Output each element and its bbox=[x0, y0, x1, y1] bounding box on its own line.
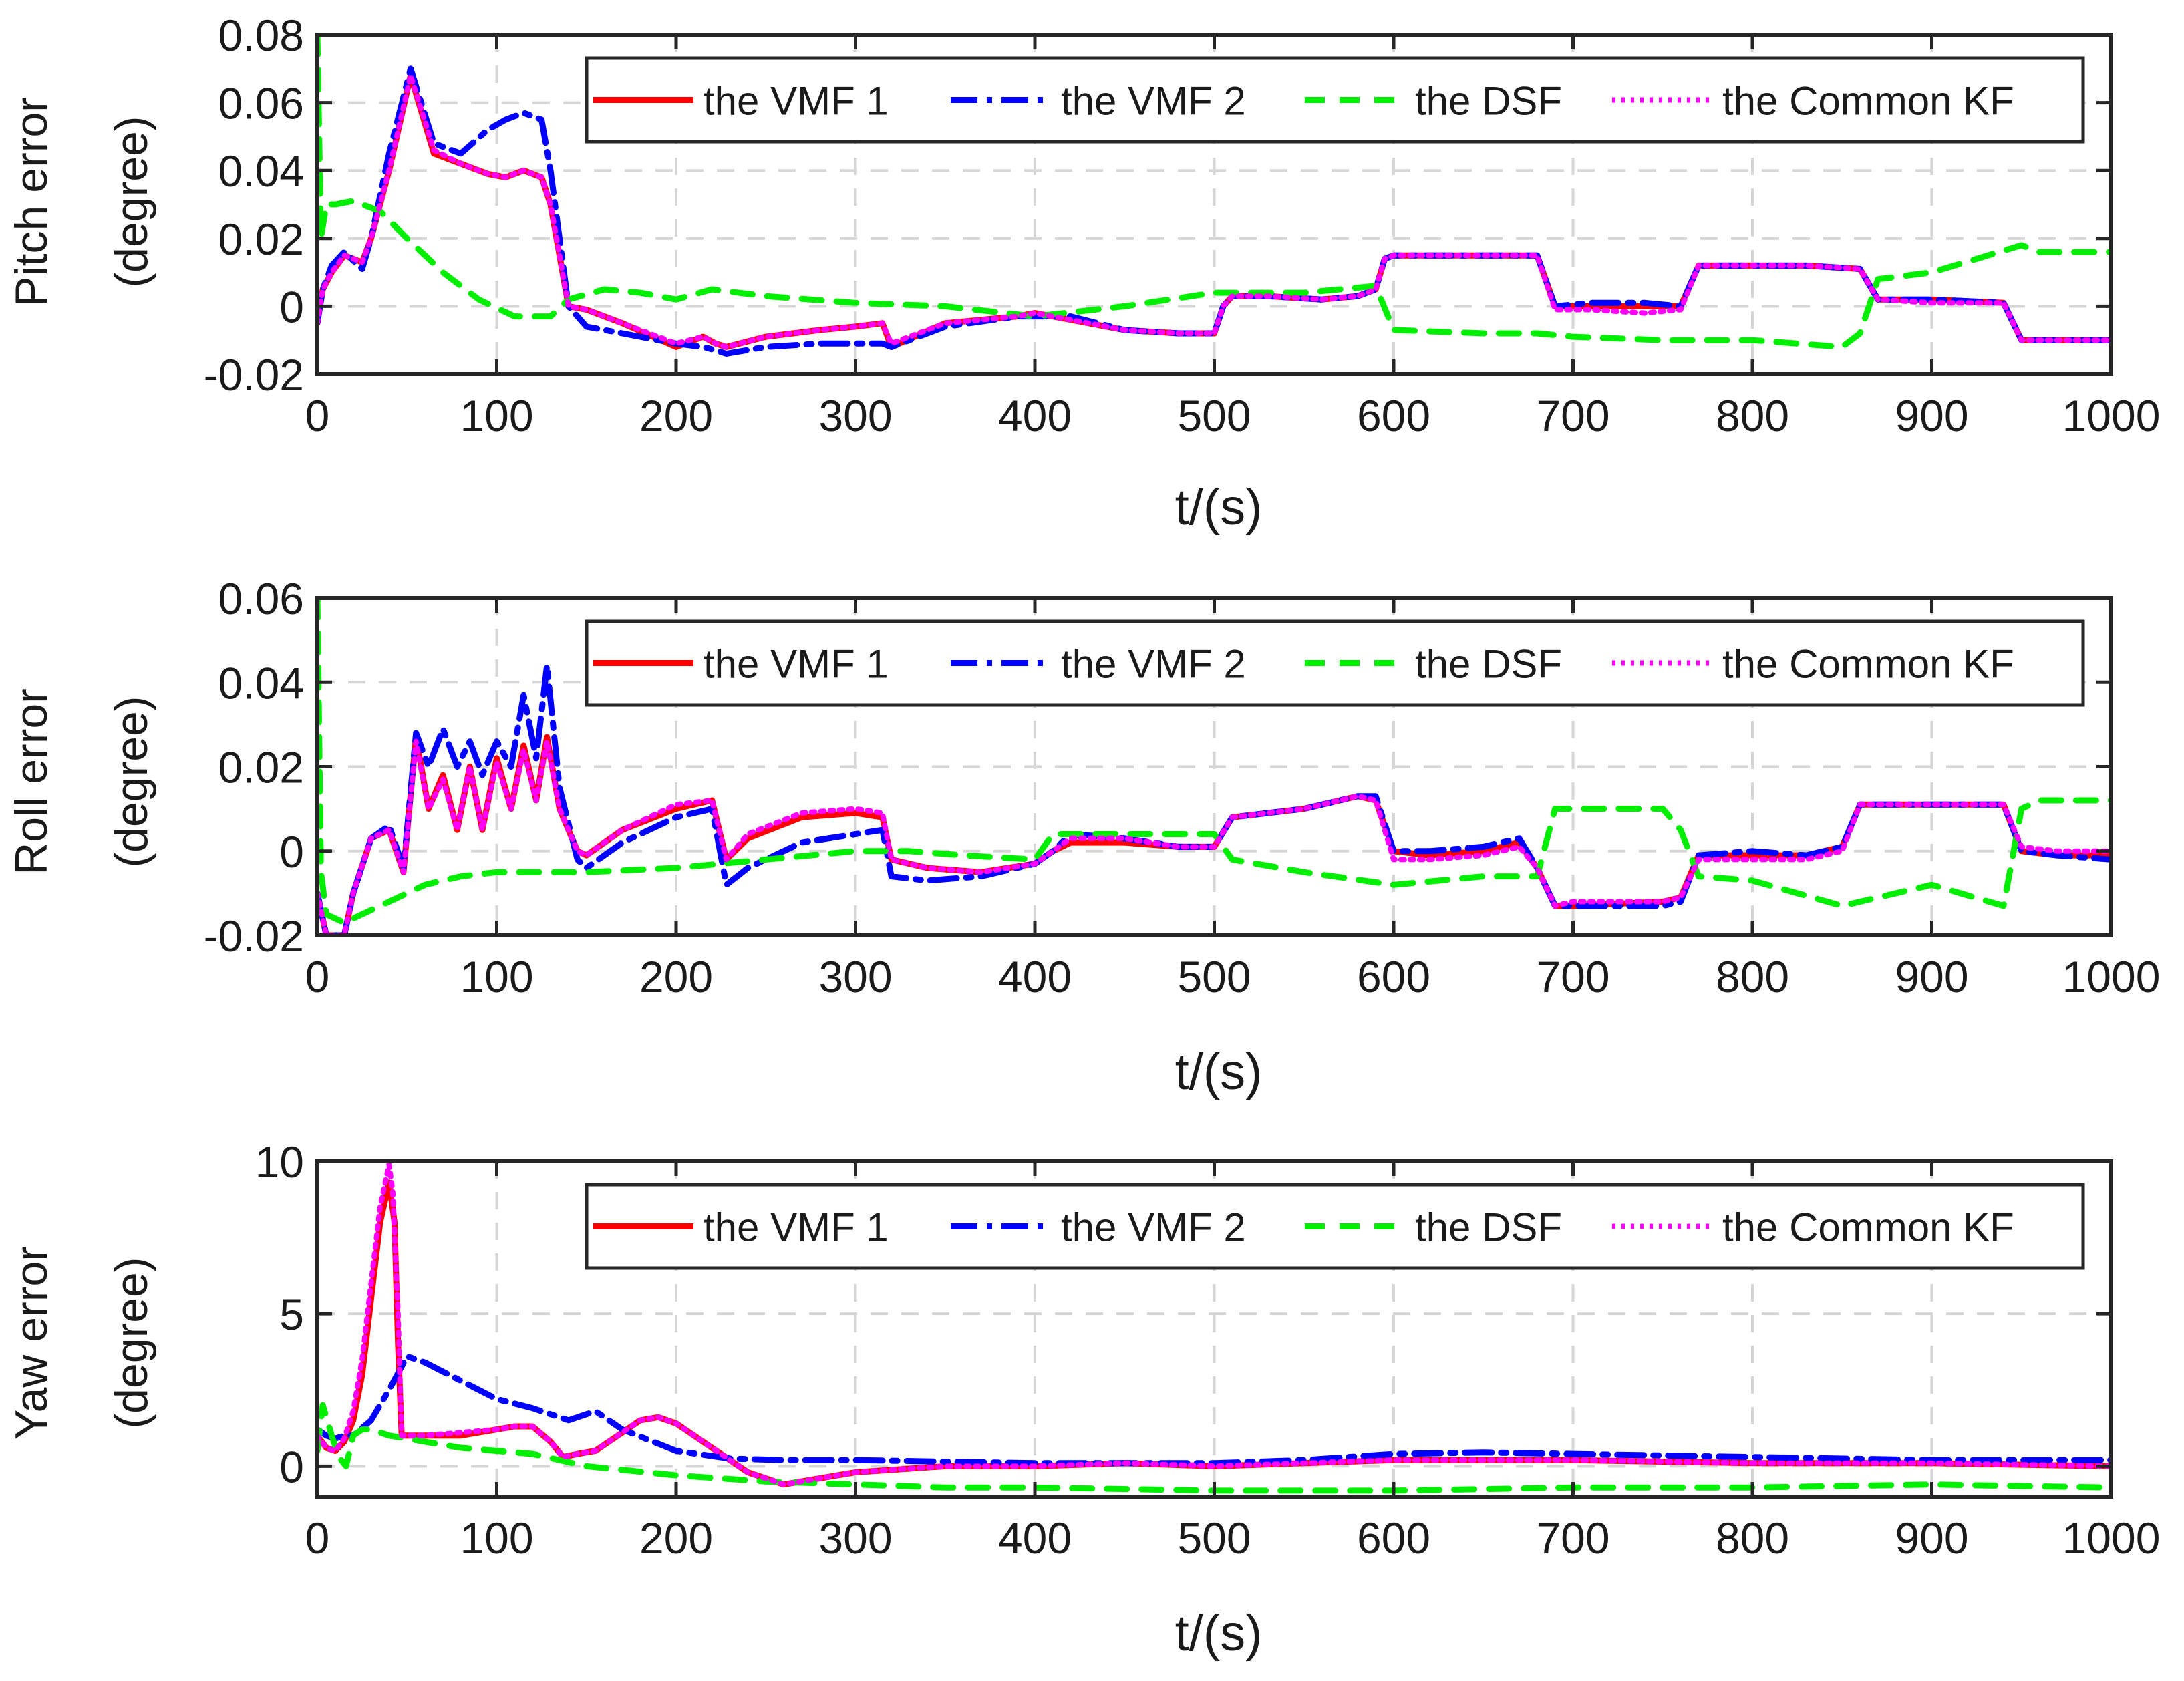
yaw-xtick-label-400: 400 bbox=[998, 1513, 1072, 1563]
yaw-xtick-label-200: 200 bbox=[639, 1513, 713, 1563]
roll-ytick-label-2: 0.02 bbox=[218, 743, 304, 792]
pitch-xtick-label-200: 200 bbox=[639, 391, 713, 440]
pitch-xtick-label-400: 400 bbox=[998, 391, 1072, 440]
pitch-series-dsf bbox=[317, 35, 2111, 350]
roll-xlabel: t/(s) bbox=[1175, 1044, 1263, 1100]
yaw-series-kf bbox=[317, 1161, 2111, 1487]
yaw-xtick-label-0: 0 bbox=[305, 1513, 330, 1563]
roll-ytick-label-3: 0.04 bbox=[218, 658, 304, 708]
yaw-series-dsf bbox=[317, 1402, 2111, 1494]
yaw-series bbox=[317, 1161, 2111, 1494]
roll-series-kf bbox=[317, 738, 2111, 935]
roll-xtick-label-400: 400 bbox=[998, 952, 1072, 1002]
pitch-xtick-label-700: 700 bbox=[1536, 391, 1609, 440]
yaw-legend-label-dsf: the DSF bbox=[1415, 1205, 1562, 1250]
yaw-ylabel-line2: (degree) bbox=[106, 1257, 157, 1428]
yaw-xtick-label-500: 500 bbox=[1177, 1513, 1251, 1563]
roll-xtick-label-700: 700 bbox=[1536, 952, 1609, 1002]
pitch-xtick-label-900: 900 bbox=[1895, 391, 1968, 440]
pitch-xtick-label-600: 600 bbox=[1357, 391, 1430, 440]
yaw-error-chart: 0 100 200 300 400 500 600 700 800 900 1000 0 5 10 Yaw… bbox=[6, 1137, 2160, 1662]
roll-ticks: 0 100 200 300 400 500 600 700 800 900 1000-0.0200.… bbox=[204, 574, 2161, 1002]
roll-legend: the VMF 1 the VMF 2 the DSF the Common KF bbox=[585, 619, 2085, 707]
pitch-error-chart: 0 100 200 300 400 500 600 700 800 900 1000-0.0200.… bbox=[6, 11, 2160, 536]
yaw-xtick-label-100: 100 bbox=[460, 1513, 533, 1563]
roll-xtick-label-0: 0 bbox=[305, 952, 330, 1002]
pitch-xtick-label-300: 300 bbox=[818, 391, 892, 440]
pitch-xtick-label-800: 800 bbox=[1716, 391, 1789, 440]
roll-ylabel-line1: Roll error bbox=[6, 688, 57, 875]
roll-legend-label-vmf1: the VMF 1 bbox=[704, 642, 889, 687]
roll-series-dsf bbox=[317, 598, 2111, 926]
yaw-legend: the VMF 1 the VMF 2 the DSF the Common KF bbox=[585, 1183, 2085, 1270]
pitch-ylabel-line1: Pitch error bbox=[6, 97, 57, 307]
pitch-legend-label-dsf: the DSF bbox=[1415, 79, 1562, 124]
yaw-legend-label-kf: the Common KF bbox=[1722, 1205, 2014, 1250]
yaw-xtick-label-300: 300 bbox=[818, 1513, 892, 1563]
pitch-ytick-label-2: 0.02 bbox=[218, 214, 304, 264]
pitch-legend: the VMF 1 the VMF 2 the DSF the Common KF bbox=[585, 56, 2085, 144]
pitch-ticks: 0 100 200 300 400 500 600 700 800 900 1000-0.0200.… bbox=[204, 11, 2161, 440]
yaw-xtick-label-800: 800 bbox=[1716, 1513, 1789, 1563]
pitch-ytick-label-4: 0.06 bbox=[218, 79, 304, 128]
yaw-xtick-label-1000: 1000 bbox=[2062, 1513, 2161, 1563]
roll-xtick-label-500: 500 bbox=[1177, 952, 1251, 1002]
roll-error-chart: 0 100 200 300 400 500 600 700 800 900 1000-0.0200.… bbox=[6, 574, 2160, 1100]
pitch-xtick-label-0: 0 bbox=[305, 391, 330, 440]
yaw-xlabel: t/(s) bbox=[1175, 1605, 1263, 1662]
pitch-ytick-label-5: 0.08 bbox=[218, 11, 304, 60]
roll-xtick-label-1000: 1000 bbox=[2062, 952, 2161, 1002]
pitch-xlabel: t/(s) bbox=[1175, 479, 1263, 536]
pitch-legend-label-vmf1: the VMF 1 bbox=[704, 79, 889, 124]
yaw-xtick-label-600: 600 bbox=[1357, 1513, 1430, 1563]
pitch-legend-label-vmf2: the VMF 2 bbox=[1061, 79, 1246, 124]
pitch-xtick-label-1000: 1000 bbox=[2062, 391, 2161, 440]
pitch-series bbox=[317, 35, 2111, 357]
yaw-ticks: 0 100 200 300 400 500 600 700 800 900 1000 0 5 10 bbox=[255, 1137, 2161, 1563]
pitch-ytick-label-1: 0 bbox=[279, 282, 304, 331]
yaw-ytick-label-2: 10 bbox=[255, 1137, 304, 1187]
roll-ylabel-line2: (degree) bbox=[106, 696, 157, 867]
roll-series bbox=[317, 598, 2111, 935]
yaw-legend-label-vmf1: the VMF 1 bbox=[704, 1205, 889, 1250]
roll-ytick-label-4: 0.06 bbox=[218, 574, 304, 623]
yaw-legend-label-vmf2: the VMF 2 bbox=[1061, 1205, 1246, 1250]
pitch-ytick-label-0: -0.02 bbox=[204, 350, 304, 400]
pitch-legend-box bbox=[585, 56, 2085, 144]
yaw-legend-box bbox=[585, 1183, 2085, 1270]
pitch-ylabel-line2: (degree) bbox=[106, 116, 157, 287]
yaw-ytick-label-1: 5 bbox=[279, 1289, 304, 1339]
pitch-ytick-label-3: 0.04 bbox=[218, 146, 304, 196]
roll-xtick-label-300: 300 bbox=[818, 952, 892, 1002]
roll-xtick-label-900: 900 bbox=[1895, 952, 1968, 1002]
roll-ytick-label-0: -0.02 bbox=[204, 911, 304, 961]
roll-xtick-label-200: 200 bbox=[639, 952, 713, 1002]
yaw-ytick-label-0: 0 bbox=[279, 1442, 304, 1491]
roll-xtick-label-100: 100 bbox=[460, 952, 533, 1002]
roll-ytick-label-1: 0 bbox=[279, 827, 304, 877]
roll-legend-box bbox=[585, 619, 2085, 707]
pitch-legend-label-kf: the Common KF bbox=[1722, 79, 2014, 124]
roll-xtick-label-600: 600 bbox=[1357, 952, 1430, 1002]
yaw-xtick-label-700: 700 bbox=[1536, 1513, 1609, 1563]
pitch-xtick-label-500: 500 bbox=[1177, 391, 1251, 440]
pitch-series-kf bbox=[317, 73, 2111, 350]
yaw-xtick-label-900: 900 bbox=[1895, 1513, 1968, 1563]
roll-legend-label-kf: the Common KF bbox=[1722, 642, 2014, 687]
pitch-xtick-label-100: 100 bbox=[460, 391, 533, 440]
roll-legend-label-dsf: the DSF bbox=[1415, 642, 1562, 687]
roll-legend-label-vmf2: the VMF 2 bbox=[1061, 642, 1246, 687]
yaw-ylabel-line1: Yaw error bbox=[6, 1246, 57, 1440]
roll-xtick-label-800: 800 bbox=[1716, 952, 1789, 1002]
